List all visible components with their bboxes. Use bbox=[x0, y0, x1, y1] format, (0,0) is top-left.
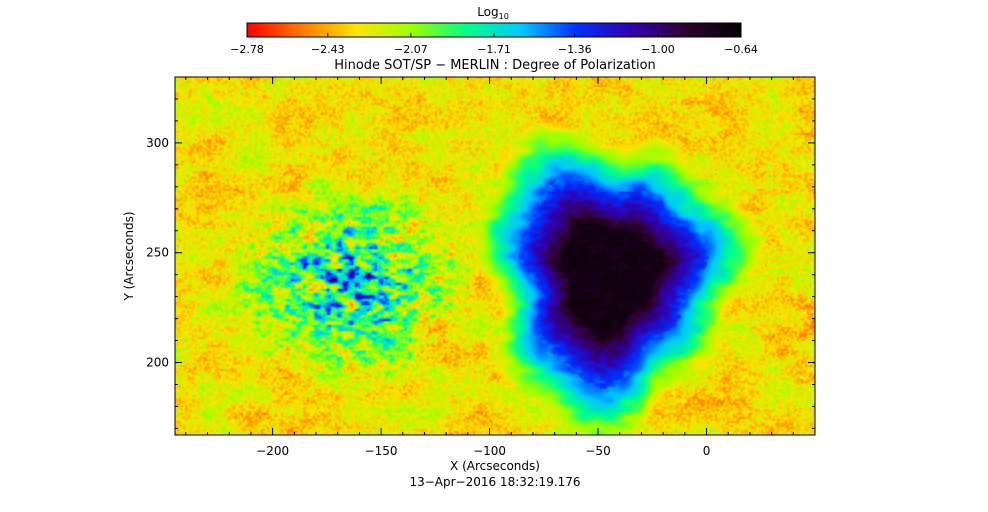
x-tick-label: −100 bbox=[473, 444, 506, 458]
colorbar-tick-label: −2.78 bbox=[230, 43, 264, 56]
x-tick-label: −50 bbox=[585, 444, 610, 458]
x-axis-label: X (Arcseconds) bbox=[450, 459, 540, 473]
timestamp: 13−Apr−2016 18:32:19.176 bbox=[409, 475, 580, 489]
y-axis-label: Y (Arcseconds) bbox=[122, 211, 136, 301]
x-tick-label: −200 bbox=[256, 444, 289, 458]
x-axis: −200 −150 −100 −50 0 bbox=[185, 77, 816, 458]
plot-area: −200 −150 −100 −50 0 200 250 300 bbox=[146, 76, 816, 458]
colorbar-label: Log10 bbox=[477, 5, 509, 21]
colorbar-tick-label: −1.00 bbox=[641, 43, 675, 56]
x-tick-label: −150 bbox=[365, 444, 398, 458]
y-tick-label: 300 bbox=[146, 136, 169, 150]
x-tick-label: 0 bbox=[703, 444, 711, 458]
y-tick-label: 200 bbox=[146, 356, 169, 370]
y-axis: 200 250 300 bbox=[146, 76, 815, 429]
chart-title: Hinode SOT/SP − MERLIN : Degree of Polar… bbox=[334, 58, 656, 73]
polarization-heatmap bbox=[175, 77, 815, 435]
colorbar: Log10 −2.78 −2.43 −2.07 −1.71 −1.36 −1.00 −0.6… bbox=[230, 5, 758, 56]
colorbar-ticks: −2.78 −2.43 −2.07 −1.71 −1.36 −1.00 −0.64 bbox=[230, 33, 758, 56]
plot-frame bbox=[174, 76, 816, 436]
colorbar-tick-label: −2.43 bbox=[311, 43, 345, 56]
colorbar-tick-label: −1.71 bbox=[477, 43, 511, 56]
colorbar-tick-label: −1.36 bbox=[558, 43, 592, 56]
y-tick-label: 250 bbox=[146, 246, 169, 260]
colorbar-tick-label: −2.07 bbox=[394, 43, 428, 56]
colorbar-tick-label: −0.64 bbox=[724, 43, 758, 56]
